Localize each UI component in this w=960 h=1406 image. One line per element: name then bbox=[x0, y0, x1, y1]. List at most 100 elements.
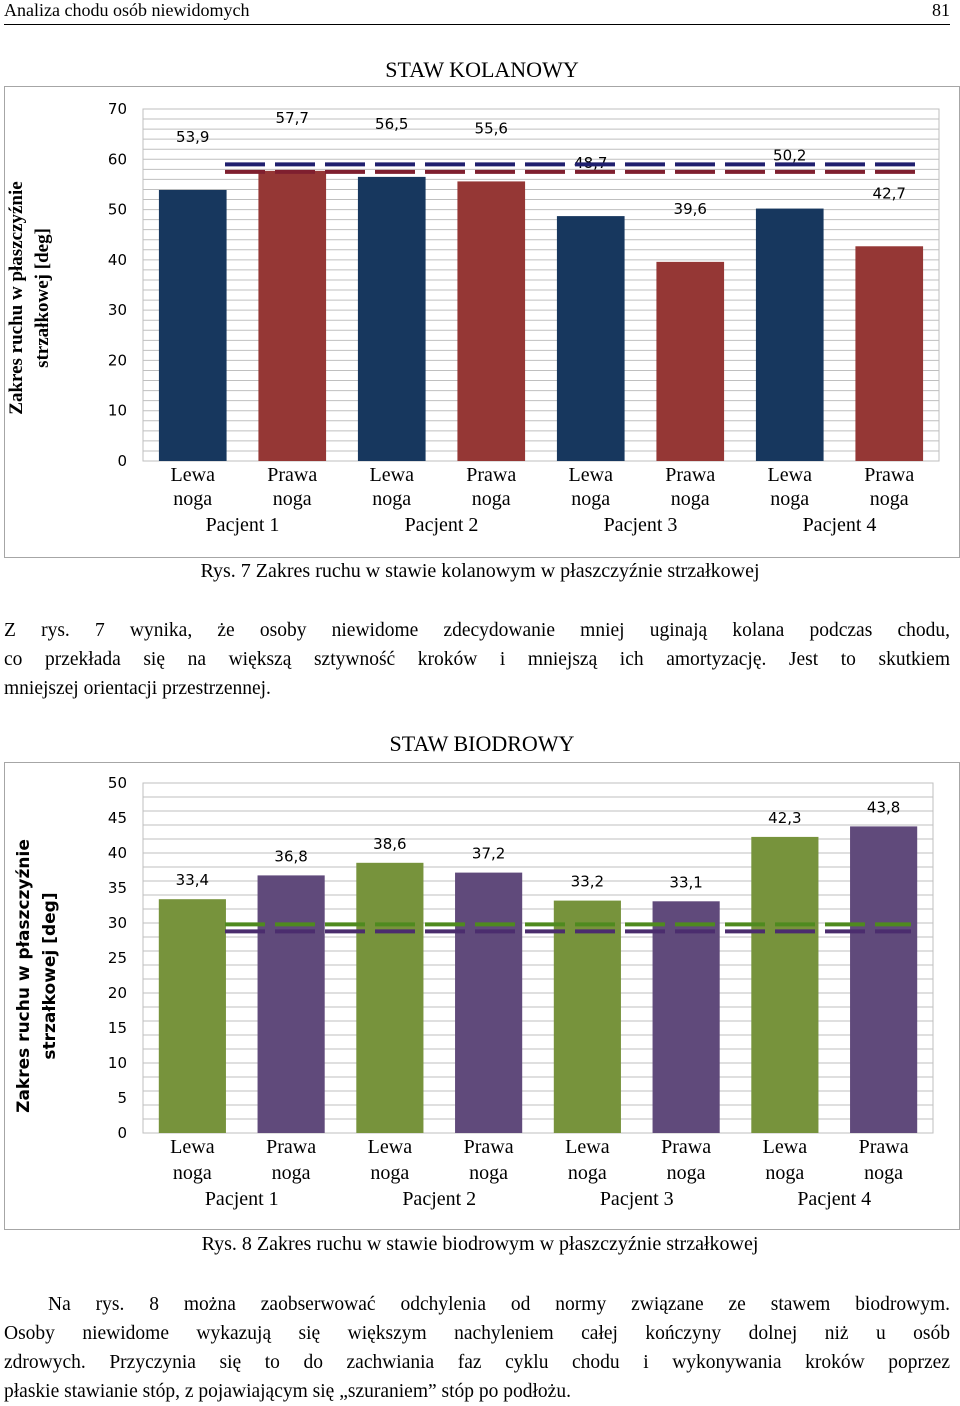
y-tick-label: 0 bbox=[117, 1124, 127, 1142]
x-tick-label: Lewa bbox=[763, 1136, 808, 1158]
bar bbox=[656, 261, 725, 461]
bar bbox=[855, 246, 924, 461]
data-label: 33,4 bbox=[176, 871, 209, 889]
y-tick-label: 40 bbox=[108, 251, 127, 269]
x-tick-label: noga bbox=[173, 488, 212, 510]
y-tick-label: 30 bbox=[108, 914, 127, 932]
paragraph-line: Na rys. 8 można zaobserwować odchylenia … bbox=[48, 1294, 950, 1315]
paragraph-line: Z rys. 7 wynika, że osoby niewidome zdec… bbox=[4, 620, 950, 641]
paragraph: Z rys. 7 wynika, że osoby niewidome zdec… bbox=[4, 616, 950, 703]
bar bbox=[652, 901, 720, 1133]
y-tick-label: 25 bbox=[108, 949, 127, 967]
data-label: 57,7 bbox=[276, 109, 309, 127]
x-group-label: Pacjent 4 bbox=[797, 1188, 871, 1210]
x-group-label: Pacjent 2 bbox=[405, 514, 479, 536]
figure-caption: Rys. 8 Zakres ruchu w stawie biodrowym w… bbox=[201, 1233, 759, 1255]
x-tick-label: Prawa bbox=[267, 464, 317, 486]
data-label: 36,8 bbox=[274, 847, 307, 865]
x-group-label: Pacjent 1 bbox=[205, 1188, 279, 1210]
x-group-label: Pacjent 3 bbox=[604, 514, 678, 536]
x-tick-label: Prawa bbox=[859, 1136, 909, 1158]
x-tick-label: noga bbox=[671, 488, 710, 510]
paragraph-line: płaskie stawianie stóp, z pojawiającym s… bbox=[4, 1381, 571, 1402]
x-tick-label: Lewa bbox=[768, 464, 813, 486]
bar bbox=[553, 900, 621, 1133]
bar bbox=[455, 872, 523, 1133]
bar bbox=[751, 836, 819, 1133]
x-tick-label: noga bbox=[370, 1162, 409, 1184]
y-tick-label: 20 bbox=[108, 984, 127, 1002]
data-label: 38,6 bbox=[373, 835, 406, 853]
bar bbox=[258, 170, 327, 461]
x-tick-label: noga bbox=[273, 488, 312, 510]
figure-caption: Rys. 7 Zakres ruchu w stawie kolanowym w… bbox=[200, 560, 760, 582]
y-tick-label: 10 bbox=[108, 1054, 127, 1072]
x-tick-label: Lewa bbox=[370, 464, 415, 486]
x-group-label: Pacjent 4 bbox=[803, 514, 877, 536]
data-label: 55,6 bbox=[475, 119, 508, 137]
data-label: 42,3 bbox=[768, 809, 801, 827]
paragraph-line: Osoby niewidome wykazują się większym na… bbox=[4, 1323, 950, 1344]
x-tick-label: noga bbox=[770, 488, 809, 510]
bar bbox=[158, 899, 226, 1133]
y-tick-label: 20 bbox=[108, 351, 127, 369]
bar bbox=[257, 875, 325, 1133]
x-group-label: Pacjent 2 bbox=[402, 1188, 476, 1210]
y-tick-label: 70 bbox=[108, 100, 127, 118]
x-group-label: Pacjent 3 bbox=[600, 1188, 674, 1210]
y-tick-label: 0 bbox=[117, 452, 127, 470]
data-label: 43,8 bbox=[867, 798, 900, 816]
data-label: 50,2 bbox=[773, 147, 806, 165]
y-tick-label: 50 bbox=[108, 201, 127, 219]
page-header: Analiza chodu osób niewidomych 81 bbox=[4, 0, 950, 25]
x-tick-label: noga bbox=[667, 1162, 706, 1184]
chart-title: STAW KOLANOWY bbox=[385, 57, 579, 82]
x-tick-label: Lewa bbox=[565, 1136, 610, 1158]
x-group-label: Pacjent 1 bbox=[206, 514, 280, 536]
y-tick-label: 5 bbox=[117, 1089, 127, 1107]
x-tick-label: noga bbox=[568, 1162, 607, 1184]
paragraph-line: zdrowych. Przyczynia się to do zachwiani… bbox=[4, 1352, 950, 1373]
data-label: 33,1 bbox=[669, 873, 702, 891]
data-label: 53,9 bbox=[176, 128, 209, 146]
bar bbox=[755, 208, 824, 461]
y-tick-label: 60 bbox=[108, 150, 127, 168]
bar bbox=[850, 826, 918, 1133]
paragraph: Na rys. 8 można zaobserwować odchylenia … bbox=[4, 1290, 950, 1406]
x-tick-label: noga bbox=[472, 488, 511, 510]
x-tick-label: noga bbox=[372, 488, 411, 510]
chart-hip: STAW BIODROWY Zakres ruchu w płaszczyźni… bbox=[4, 731, 960, 1230]
running-title: Analiza chodu osób niewidomych bbox=[4, 0, 250, 20]
data-label: 33,2 bbox=[571, 873, 604, 891]
x-tick-label: noga bbox=[765, 1162, 804, 1184]
x-tick-label: Prawa bbox=[665, 464, 715, 486]
x-tick-label: noga bbox=[469, 1162, 508, 1184]
y-tick-label: 10 bbox=[108, 402, 127, 420]
chart-knee: STAW KOLANOWY Zakres ruchu w płaszczyźni… bbox=[4, 57, 960, 558]
data-label: 37,2 bbox=[472, 845, 505, 863]
y-tick-label: 45 bbox=[108, 809, 127, 827]
x-tick-label: noga bbox=[272, 1162, 311, 1184]
x-tick-label: Prawa bbox=[266, 1136, 316, 1158]
x-tick-label: Prawa bbox=[661, 1136, 711, 1158]
data-label: 39,6 bbox=[674, 200, 707, 218]
y-tick-label: 35 bbox=[108, 879, 127, 897]
paragraph-line: co przekłada się na większą sztywność kr… bbox=[4, 649, 950, 670]
data-label: 42,7 bbox=[873, 184, 906, 202]
x-tick-label: noga bbox=[870, 488, 909, 510]
x-tick-label: Lewa bbox=[569, 464, 614, 486]
chart-title: STAW BIODROWY bbox=[389, 731, 575, 756]
x-tick-label: Prawa bbox=[864, 464, 914, 486]
x-tick-label: Lewa bbox=[170, 1136, 215, 1158]
bar bbox=[158, 189, 227, 461]
x-tick-label: Prawa bbox=[466, 464, 516, 486]
chart-plot: 0 5 10 15 20 25 30 35 40 45 50 33,4 36,8 38,6 37,2 33,2… bbox=[108, 774, 934, 1210]
data-label: 56,5 bbox=[375, 115, 408, 133]
bar bbox=[457, 181, 526, 461]
y-tick-label: 15 bbox=[108, 1019, 127, 1037]
paragraph-line: mniejszej orientacji przestrzennej. bbox=[4, 678, 271, 699]
x-tick-label: Lewa bbox=[171, 464, 216, 486]
x-tick-label: noga bbox=[173, 1162, 212, 1184]
x-tick-label: noga bbox=[864, 1162, 903, 1184]
bar bbox=[356, 862, 424, 1133]
